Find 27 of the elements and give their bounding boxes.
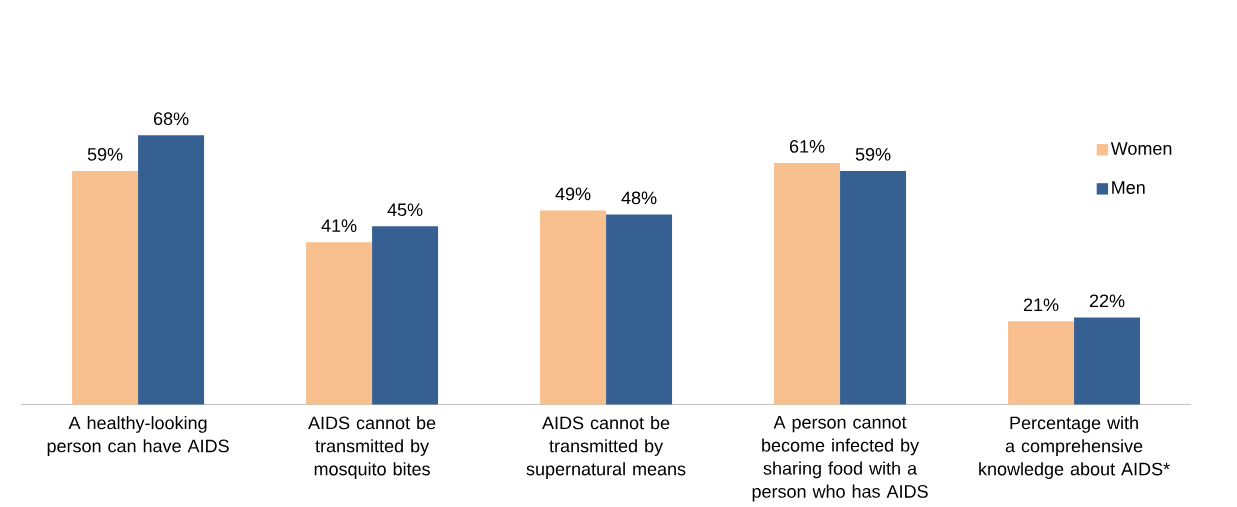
data-label: 68% <box>153 112 189 125</box>
legend-label: Men <box>1112 181 1145 194</box>
legend-label: Women <box>1110 142 1172 155</box>
bar <box>1008 321 1075 405</box>
bar <box>72 170 139 405</box>
bar <box>306 242 373 405</box>
data-label: 45% <box>387 203 423 216</box>
data-label: 22% <box>1089 294 1125 307</box>
x-tick-label: Percentage with a comprehensive knowledge about AIDS* <box>979 415 1170 479</box>
data-label: 41% <box>321 219 357 232</box>
data-label: 59% <box>87 147 123 161</box>
data-label: 48% <box>621 191 657 205</box>
bar <box>606 214 673 405</box>
x-tick-label: A healthy-looking person can have AIDS <box>47 415 229 456</box>
bar <box>840 170 907 405</box>
bar <box>372 226 439 405</box>
data-label: 59% <box>855 147 891 161</box>
data-label: 21% <box>1023 298 1059 311</box>
data-label: 49% <box>555 187 591 201</box>
data-label: 61% <box>789 139 825 153</box>
x-tick-label: AIDS cannot be transmitted by supernatural means <box>526 415 686 479</box>
bar <box>774 162 841 405</box>
x-tick-label: AIDS cannot be transmitted by mosquito bites <box>308 415 436 479</box>
bar <box>1074 317 1141 405</box>
x-tick-label: A person cannot become infected by sharing food with a person who has AIDS <box>752 415 928 502</box>
bar <box>540 210 607 405</box>
bar <box>138 135 205 405</box>
